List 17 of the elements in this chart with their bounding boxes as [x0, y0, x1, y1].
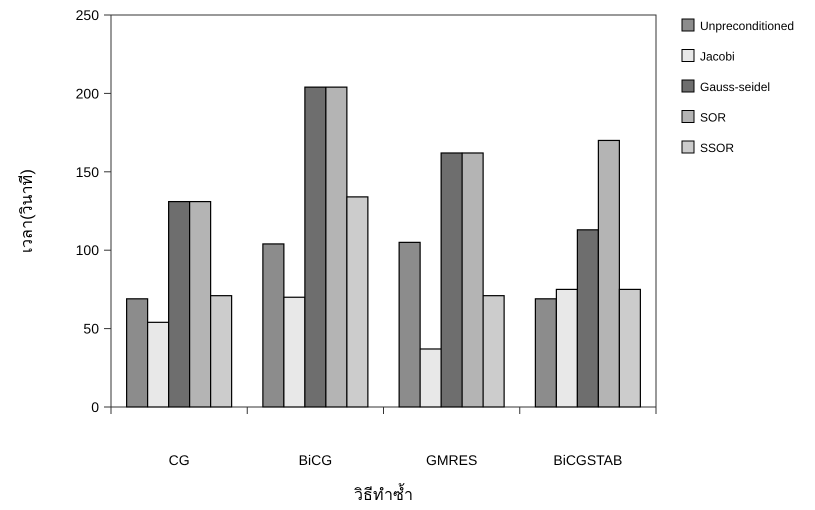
- x-tick-label: BiCGSTAB: [553, 452, 622, 468]
- y-tick-label: 50: [83, 320, 100, 337]
- x-tick-label: CG: [168, 452, 190, 468]
- y-tick-label: 0: [91, 399, 100, 415]
- legend-label: Jacobi: [700, 50, 735, 64]
- legend-label: Unpreconditioned: [700, 19, 794, 33]
- x-tick-label: GMRES: [426, 452, 478, 468]
- y-tick-label: 200: [76, 85, 100, 102]
- y-tick-label: 150: [76, 164, 100, 180]
- legend-label: SSOR: [700, 141, 734, 155]
- legend-label: Gauss-seidel: [700, 80, 770, 94]
- y-tick-label: 100: [76, 242, 100, 258]
- x-tick-label: BiCG: [298, 452, 332, 468]
- y-tick-label: 250: [76, 7, 100, 23]
- x-axis-title: วิธีทำซ้ำ: [354, 483, 413, 504]
- y-axis-title: เวลา(วินาที): [18, 169, 36, 253]
- legend-label: SOR: [700, 110, 726, 124]
